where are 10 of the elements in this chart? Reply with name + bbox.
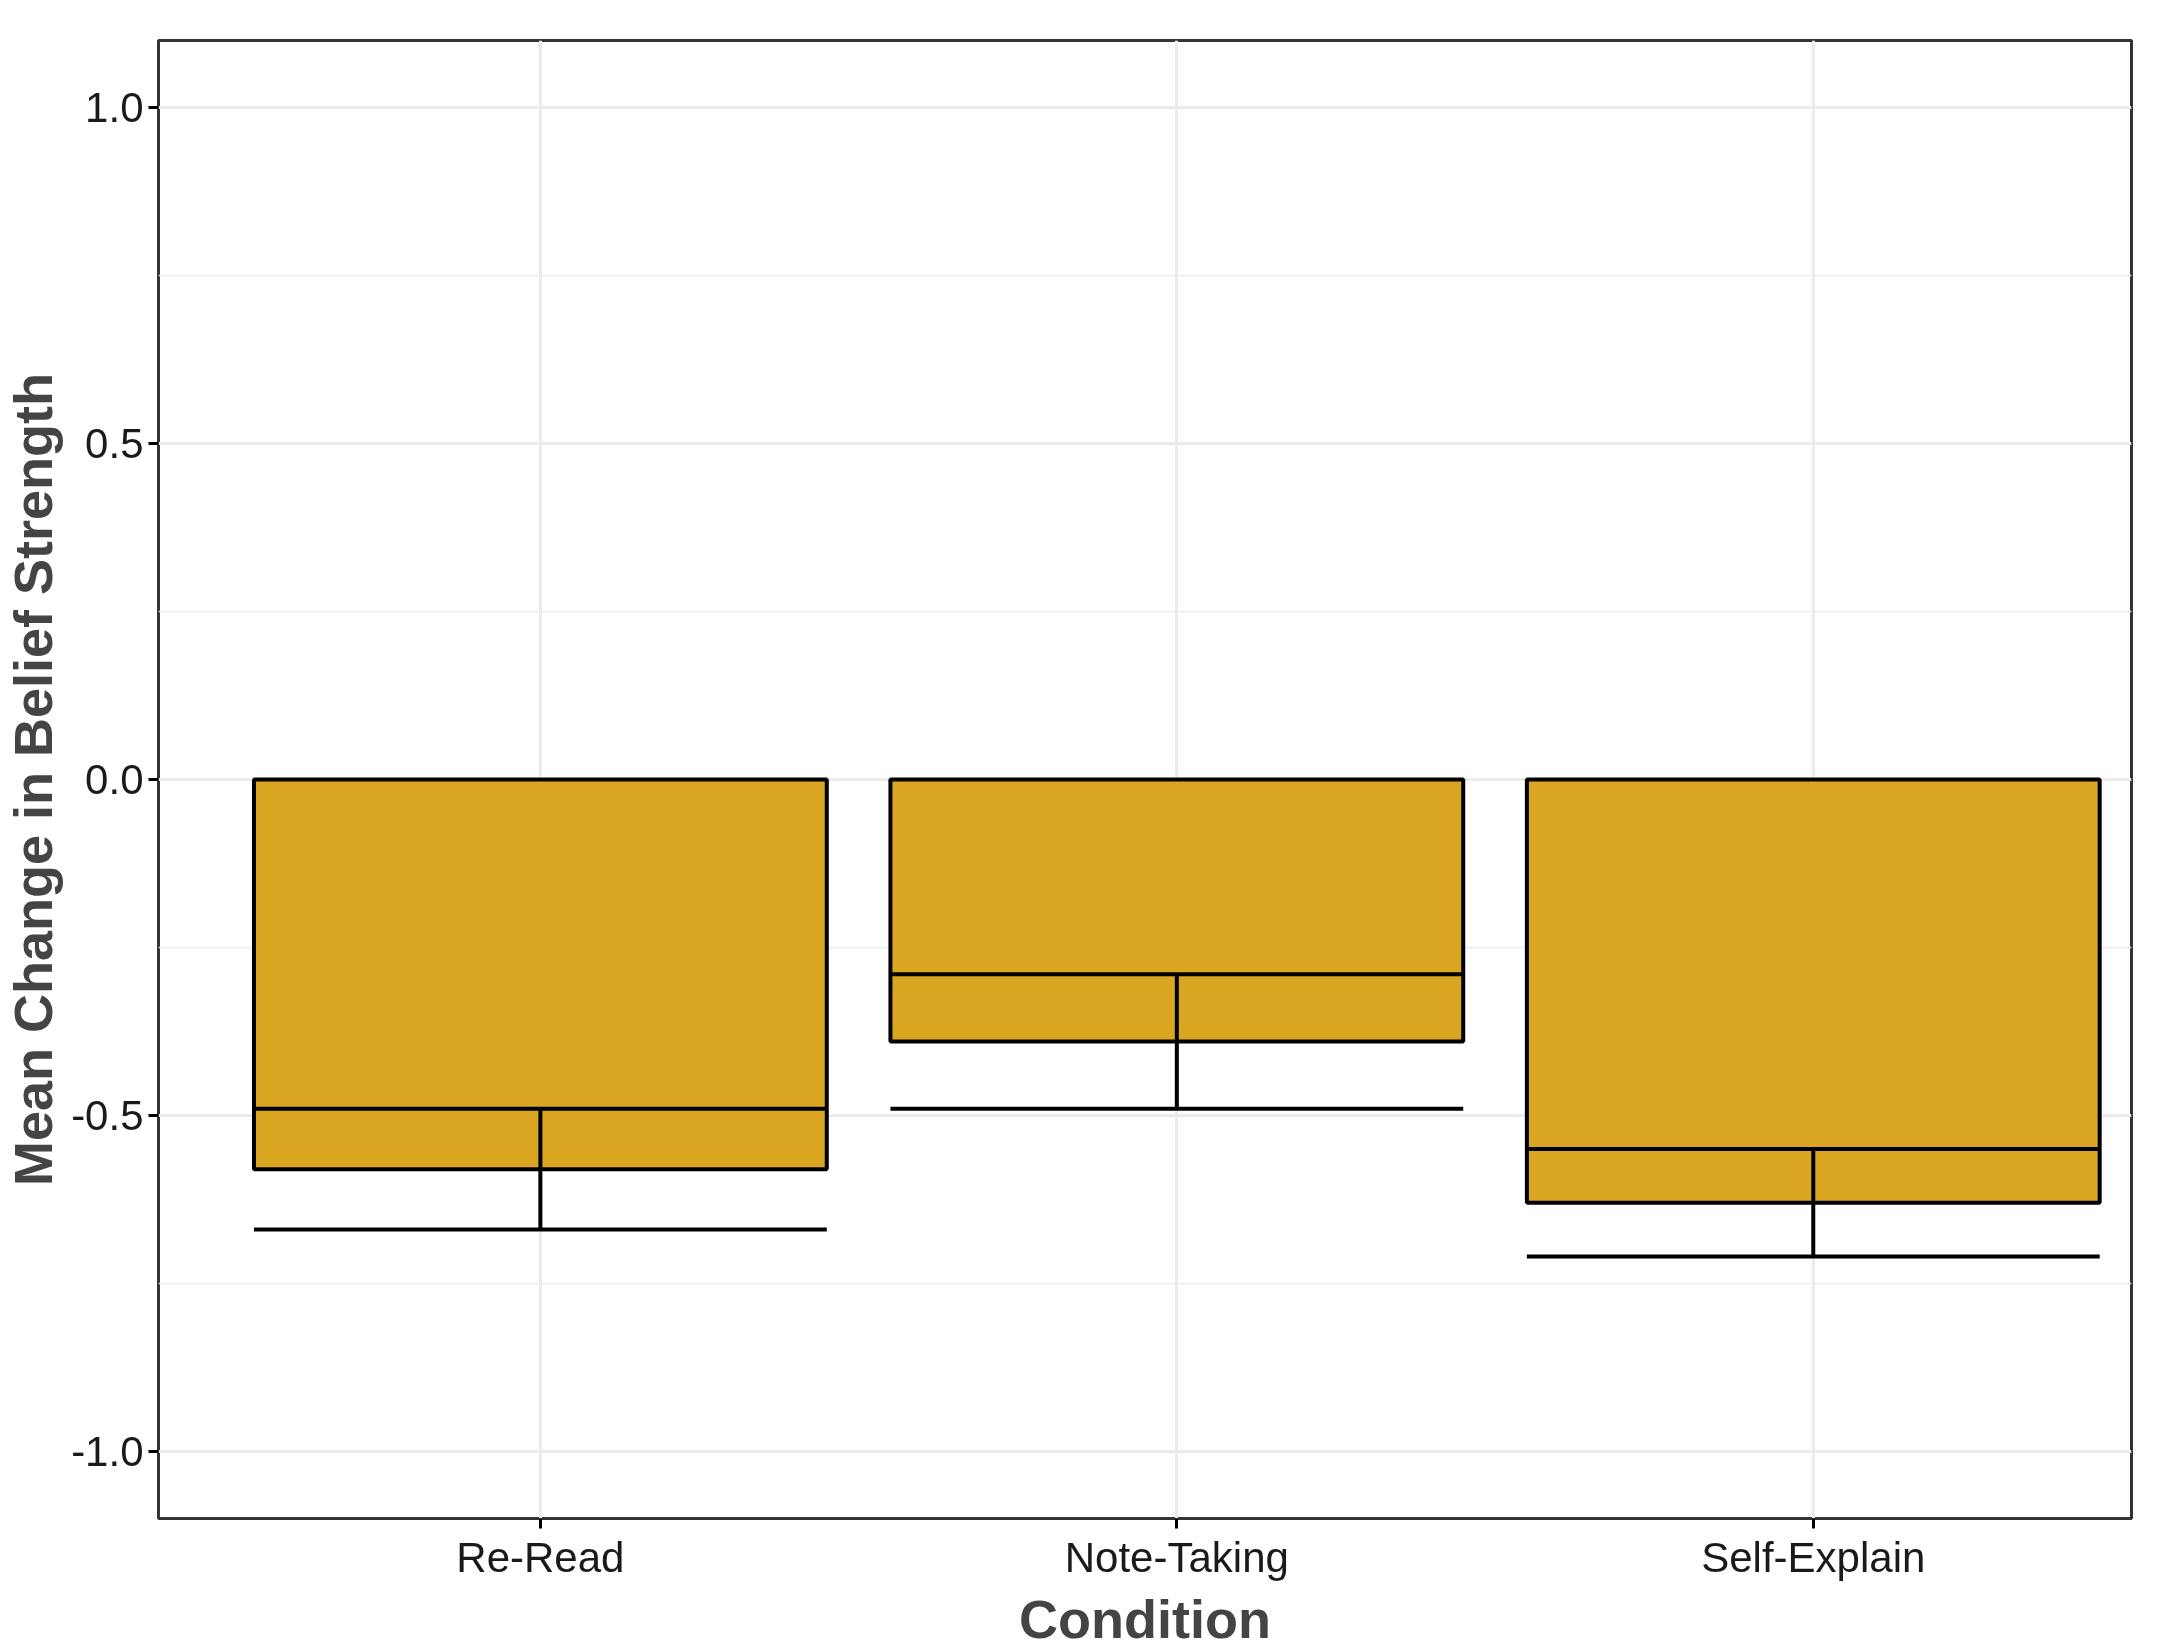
x-tick-label: Re-Read [456,1533,625,1581]
y-tick-label: 0.5 [85,420,144,468]
y-tick-label: -0.5 [71,1091,144,1139]
y-tick-label: -1.0 [71,1427,144,1475]
y-tick-label: 0.0 [85,756,144,803]
x-tick-label: Self-Explain [1701,1533,1926,1581]
y-tick-label: 1.0 [85,84,144,132]
x-tick-label: Note-Taking [1064,1533,1289,1581]
x-axis-title: Condition [1019,1588,1271,1649]
y-axis-title: Mean Change in Belief Strength [3,372,64,1187]
